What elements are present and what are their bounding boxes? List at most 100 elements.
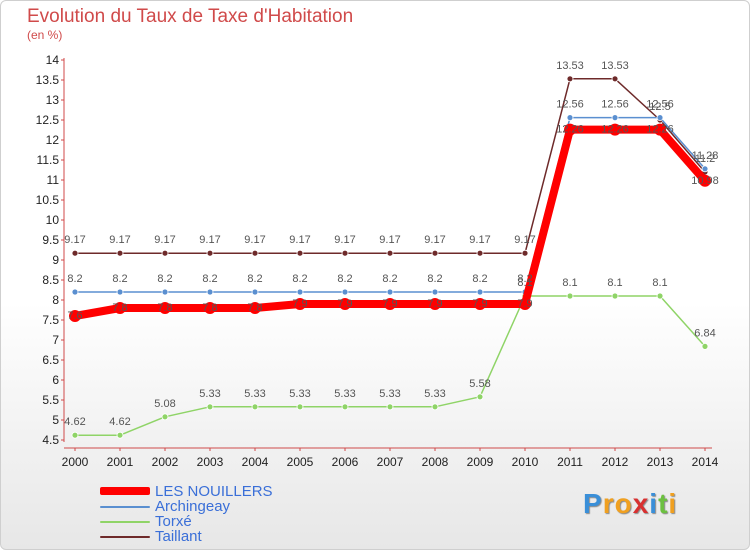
data-point-les-nouillers <box>519 298 531 310</box>
logo-letter: r <box>602 488 615 519</box>
x-tick-label: 2004 <box>242 455 269 469</box>
data-label-taillant: 12.5 <box>649 101 670 113</box>
data-label-taillant: 9.17 <box>244 234 265 246</box>
data-point-torx- <box>431 403 439 411</box>
data-point-archingeay <box>116 288 124 296</box>
data-label-les-nouillers: 7.9 <box>337 298 352 310</box>
legend-swatch-taillant <box>100 536 150 538</box>
data-point-les-nouillers <box>114 302 126 314</box>
data-label-torx-: 5.33 <box>244 388 265 400</box>
data-point-archingeay <box>296 288 304 296</box>
data-point-les-nouillers <box>339 298 351 310</box>
data-point-archingeay <box>251 288 259 296</box>
y-tick-label: 13 <box>46 93 60 107</box>
data-point-archingeay <box>611 114 619 121</box>
legend-swatch-archingeay <box>100 506 150 508</box>
data-label-taillant: 9.17 <box>154 234 175 246</box>
y-tick-label: 4.5 <box>42 433 59 447</box>
data-point-taillant <box>251 249 259 257</box>
data-label-les-nouillers: 7.8 <box>112 302 127 314</box>
data-label-archingeay: 8.2 <box>472 273 487 285</box>
data-label-torx-: 5.58 <box>469 378 490 390</box>
data-label-les-nouillers: 10.98 <box>691 175 719 187</box>
y-tick-label: 13.5 <box>36 73 60 87</box>
y-tick-label: 9.5 <box>42 233 59 247</box>
data-point-archingeay <box>341 288 349 296</box>
data-point-torx- <box>386 403 394 411</box>
data-point-les-nouillers <box>249 302 261 314</box>
x-tick-label: 2001 <box>107 455 134 469</box>
x-tick-label: 2012 <box>602 455 629 469</box>
data-label-archingeay: 8.2 <box>292 273 307 285</box>
x-tick-label: 2011 <box>557 455 583 469</box>
x-tick-label: 2006 <box>332 455 359 469</box>
x-tick-label: 2000 <box>62 455 89 469</box>
legend-label-les-nouillers: LES NOUILLERS <box>155 483 273 500</box>
data-label-torx-: 5.08 <box>154 398 175 410</box>
y-tick-label: 10 <box>46 213 60 227</box>
proxiti-logo: Proxiti <box>583 488 677 520</box>
data-label-torx-: 5.33 <box>334 388 355 400</box>
data-point-taillant <box>386 249 394 257</box>
data-label-taillant: 13.53 <box>556 60 584 72</box>
data-point-torx- <box>476 393 484 401</box>
logo-letter: t <box>658 488 669 519</box>
legend-label-torxe: Torxé <box>155 513 192 530</box>
data-label-torx-: 5.33 <box>379 388 400 400</box>
data-point-taillant <box>476 249 484 257</box>
y-tick-label: 8.5 <box>42 273 59 287</box>
data-point-torx- <box>161 413 169 421</box>
data-label-les-nouillers: 7.8 <box>202 302 217 314</box>
y-tick-label: 9 <box>52 253 59 267</box>
data-label-les-nouillers: 7.9 <box>292 298 307 310</box>
data-point-taillant <box>431 249 439 257</box>
data-point-taillant <box>341 249 349 257</box>
data-point-les-nouillers <box>204 302 216 314</box>
data-point-taillant <box>296 249 304 257</box>
data-point-torx- <box>206 403 214 411</box>
data-point-torx- <box>251 403 259 411</box>
chart-unit-label: (en %) <box>27 28 63 42</box>
data-point-archingeay <box>476 288 484 296</box>
y-tick-label: 8 <box>52 293 59 307</box>
data-point-taillant <box>611 75 619 83</box>
data-point-taillant <box>71 249 79 257</box>
data-label-archingeay: 12.56 <box>556 99 584 111</box>
data-label-les-nouillers: 7.6 <box>67 310 82 322</box>
data-point-torx- <box>341 403 349 411</box>
logo-letter: i <box>668 488 678 519</box>
data-label-archingeay: 8.2 <box>247 273 262 285</box>
data-point-taillant <box>206 249 214 257</box>
data-point-les-nouillers <box>699 174 711 187</box>
y-tick-label: 7.5 <box>42 313 59 327</box>
data-label-torx-: 4.62 <box>109 416 130 428</box>
data-label-taillant: 9.17 <box>334 234 355 246</box>
data-label-archingeay: 8.2 <box>67 273 82 285</box>
data-label-torx-: 5.33 <box>199 388 220 400</box>
data-point-torx- <box>116 431 124 439</box>
data-point-les-nouillers <box>654 123 666 136</box>
data-label-les-nouillers: 12.26 <box>556 124 584 136</box>
data-label-torx-: 8.1 <box>517 277 532 289</box>
data-label-archingeay: 8.2 <box>517 273 532 285</box>
data-point-taillant <box>116 249 124 257</box>
data-label-archingeay: 8.2 <box>157 273 172 285</box>
chart-title: Evolution du Taux de Taxe d'Habitation <box>27 6 354 27</box>
data-point-torx- <box>701 342 709 350</box>
x-tick-label: 2005 <box>287 455 314 469</box>
legend-swatch-torxe <box>100 521 150 523</box>
y-tick-label: 11 <box>47 173 60 187</box>
data-point-torx- <box>566 292 574 300</box>
data-point-les-nouillers <box>564 123 576 136</box>
data-point-archingeay <box>71 288 79 296</box>
data-point-archingeay <box>431 288 439 296</box>
x-tick-label: 2008 <box>422 455 449 469</box>
data-label-les-nouillers: 7.8 <box>157 302 172 314</box>
y-tick-label: 14 <box>46 53 60 67</box>
data-label-torx-: 4.62 <box>64 416 85 428</box>
y-tick-label: 12 <box>46 133 60 147</box>
data-point-torx- <box>611 292 619 300</box>
y-tick-label: 7 <box>52 333 59 347</box>
data-label-torx-: 6.84 <box>694 327 715 339</box>
data-label-taillant: 9.17 <box>64 234 85 246</box>
